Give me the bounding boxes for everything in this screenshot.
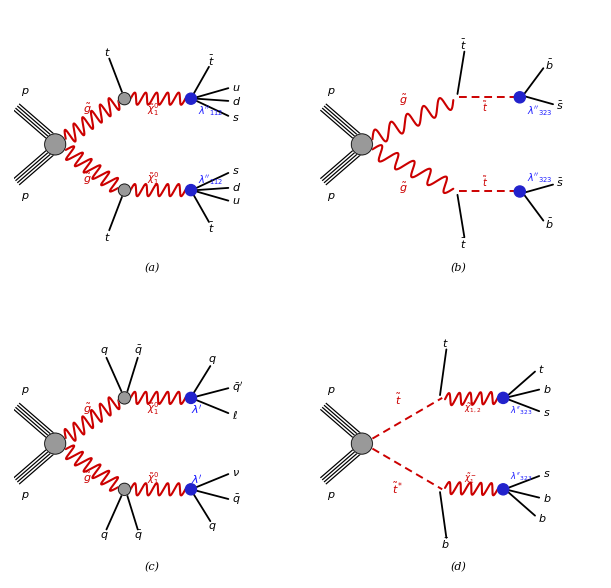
Text: $t$: $t$ xyxy=(442,337,449,349)
Text: $\tilde{\chi}_1^0$: $\tilde{\chi}_1^0$ xyxy=(147,470,159,487)
Text: $\lambda'$: $\lambda'$ xyxy=(191,473,202,486)
Text: $\bar{t}$: $\bar{t}$ xyxy=(208,220,214,235)
Text: $\tilde{g}$: $\tilde{g}$ xyxy=(82,402,92,416)
Text: (c): (c) xyxy=(145,562,159,573)
Circle shape xyxy=(497,484,509,495)
Text: $t$: $t$ xyxy=(104,231,111,243)
Text: $b$: $b$ xyxy=(538,512,546,524)
Text: $t$: $t$ xyxy=(538,363,544,375)
Circle shape xyxy=(351,433,373,454)
Text: $s$: $s$ xyxy=(233,112,240,122)
Text: $\bar{q}'$: $\bar{q}'$ xyxy=(233,380,244,395)
Text: $\lambda'$: $\lambda'$ xyxy=(191,403,202,416)
Circle shape xyxy=(351,134,373,155)
Circle shape xyxy=(497,392,509,403)
Text: $u$: $u$ xyxy=(233,196,241,206)
Circle shape xyxy=(185,185,197,196)
Text: $\tilde{t}$: $\tilde{t}$ xyxy=(482,174,488,189)
Text: $\bar{b}$: $\bar{b}$ xyxy=(441,537,450,552)
Text: (d): (d) xyxy=(451,562,467,573)
Text: $s$: $s$ xyxy=(543,469,550,479)
Circle shape xyxy=(119,392,131,404)
Text: $b$: $b$ xyxy=(543,383,551,395)
Text: $\nu$: $\nu$ xyxy=(233,467,241,477)
Text: $\bar{t}$: $\bar{t}$ xyxy=(461,236,467,250)
Circle shape xyxy=(185,93,197,104)
Circle shape xyxy=(45,433,66,454)
Circle shape xyxy=(185,484,197,495)
Text: $\tilde{g}$: $\tilde{g}$ xyxy=(399,92,408,108)
Text: $d$: $d$ xyxy=(233,95,241,108)
Text: $\tilde{t}^*$: $\tilde{t}^*$ xyxy=(392,481,404,496)
Text: $\lambda''_{112}$: $\lambda''_{112}$ xyxy=(198,173,223,188)
Text: $\tilde{\chi}^0_{1,2}$: $\tilde{\chi}^0_{1,2}$ xyxy=(464,401,481,416)
Circle shape xyxy=(514,186,525,197)
Text: $\lambda''_{323}$: $\lambda''_{323}$ xyxy=(510,405,532,417)
Text: $p$: $p$ xyxy=(21,385,29,397)
Text: $\tilde{g}$: $\tilde{g}$ xyxy=(82,172,92,186)
Text: $q$: $q$ xyxy=(208,521,217,533)
Text: $\lambda''_{112}$: $\lambda''_{112}$ xyxy=(198,104,223,118)
Text: (a): (a) xyxy=(144,263,160,273)
Text: $q$: $q$ xyxy=(100,530,109,542)
Circle shape xyxy=(119,483,131,496)
Text: $\bar{t}$: $\bar{t}$ xyxy=(461,38,467,52)
Text: $\tilde{\chi}_1^0$: $\tilde{\chi}_1^0$ xyxy=(147,101,159,118)
Text: $\tilde{t}$: $\tilde{t}$ xyxy=(482,99,488,115)
Text: $p$: $p$ xyxy=(327,385,336,397)
Circle shape xyxy=(119,184,131,196)
Text: $s$: $s$ xyxy=(233,166,240,176)
Text: $\ell$: $\ell$ xyxy=(233,409,238,420)
Text: $p$: $p$ xyxy=(21,490,29,502)
Text: $\tilde{g}$: $\tilde{g}$ xyxy=(82,470,92,486)
Text: $p$: $p$ xyxy=(21,191,29,203)
Text: $p$: $p$ xyxy=(327,191,336,203)
Text: $\bar{b}$: $\bar{b}$ xyxy=(545,58,554,72)
Text: $\bar{q}$: $\bar{q}$ xyxy=(134,344,142,359)
Text: $\lambda''_{323}$: $\lambda''_{323}$ xyxy=(510,470,532,483)
Text: $\tilde{\chi}^-_1$: $\tilde{\chi}^-_1$ xyxy=(464,472,477,486)
Text: $p$: $p$ xyxy=(21,86,29,98)
Text: $p$: $p$ xyxy=(327,86,336,98)
Text: $\tilde{\chi}_1^0$: $\tilde{\chi}_1^0$ xyxy=(147,171,159,188)
Text: $\tilde{g}$: $\tilde{g}$ xyxy=(399,181,408,196)
Text: $\tilde{t}$: $\tilde{t}$ xyxy=(395,392,401,407)
Circle shape xyxy=(119,92,131,105)
Text: $\lambda''_{323}$: $\lambda''_{323}$ xyxy=(527,171,552,185)
Text: $p$: $p$ xyxy=(327,490,336,502)
Circle shape xyxy=(514,92,525,103)
Text: $d$: $d$ xyxy=(233,181,241,193)
Circle shape xyxy=(185,392,197,403)
Text: $\lambda''_{323}$: $\lambda''_{323}$ xyxy=(527,104,552,118)
Text: $q$: $q$ xyxy=(100,345,109,358)
Circle shape xyxy=(45,134,66,155)
Text: $\bar{q}$: $\bar{q}$ xyxy=(134,529,142,543)
Text: $b$: $b$ xyxy=(543,492,551,504)
Text: $s$: $s$ xyxy=(543,408,550,418)
Text: $\bar{b}$: $\bar{b}$ xyxy=(545,217,554,231)
Text: $\bar{q}$: $\bar{q}$ xyxy=(233,493,241,507)
Text: $\bar{s}$: $\bar{s}$ xyxy=(556,177,563,189)
Text: $t$: $t$ xyxy=(104,46,111,58)
Text: $\tilde{\chi}_1^0$: $\tilde{\chi}_1^0$ xyxy=(147,400,159,417)
Text: $u$: $u$ xyxy=(233,82,241,92)
Text: $q$: $q$ xyxy=(208,355,217,366)
Text: (b): (b) xyxy=(451,263,467,273)
Text: $\tilde{g}$: $\tilde{g}$ xyxy=(82,102,92,118)
Text: $\bar{t}$: $\bar{t}$ xyxy=(208,54,214,68)
Text: $\bar{s}$: $\bar{s}$ xyxy=(556,99,563,112)
